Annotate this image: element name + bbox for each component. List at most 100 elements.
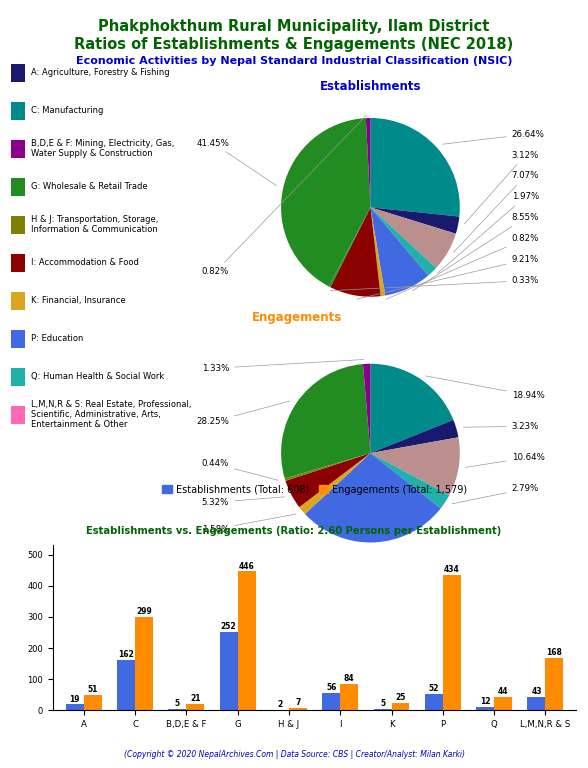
Wedge shape bbox=[281, 118, 370, 286]
Text: P: Education: P: Education bbox=[31, 334, 83, 343]
Wedge shape bbox=[281, 364, 370, 478]
Text: 84: 84 bbox=[344, 674, 355, 684]
Text: 41.45%: 41.45% bbox=[196, 138, 276, 186]
Text: 28.25%: 28.25% bbox=[196, 401, 290, 426]
Bar bbox=[373, 709, 392, 710]
Text: 12: 12 bbox=[480, 697, 490, 706]
Text: A: Agriculture, Forestry & Fishing: A: Agriculture, Forestry & Fishing bbox=[31, 68, 170, 77]
Text: ■  Establishments (Total: 608)    ■  Engagements (Total: 1,579): ■ Establishments (Total: 608) ■ Engageme… bbox=[272, 541, 316, 542]
Text: 1.33%: 1.33% bbox=[202, 359, 364, 372]
Text: 3.12%: 3.12% bbox=[465, 151, 539, 224]
Text: 5.32%: 5.32% bbox=[202, 497, 285, 507]
Text: 252: 252 bbox=[221, 622, 236, 631]
Bar bbox=[238, 571, 256, 710]
Text: I: Accommodation & Food: I: Accommodation & Food bbox=[31, 258, 139, 266]
Text: C: Manufacturing: C: Manufacturing bbox=[31, 106, 103, 114]
Legend: Establishments (Total: 608), Engagements (Total: 1,579): Establishments (Total: 608), Engagements… bbox=[158, 481, 471, 498]
Text: Establishments vs. Engagements (Ratio: 2.60 Persons per Establishment): Establishments vs. Engagements (Ratio: 2… bbox=[86, 526, 502, 536]
Bar bbox=[340, 684, 358, 710]
Bar bbox=[392, 703, 409, 710]
Text: 52: 52 bbox=[429, 684, 439, 694]
Wedge shape bbox=[370, 207, 385, 296]
Wedge shape bbox=[370, 118, 460, 217]
Text: (Copyright © 2020 NepalArchives.Com | Data Source: CBS | Creator/Analyst: Milan : (Copyright © 2020 NepalArchives.Com | Da… bbox=[123, 750, 465, 759]
Text: 8.55%: 8.55% bbox=[412, 214, 539, 291]
Bar bbox=[168, 709, 186, 710]
Wedge shape bbox=[285, 453, 370, 481]
Wedge shape bbox=[370, 364, 453, 453]
Wedge shape bbox=[330, 207, 380, 296]
Wedge shape bbox=[366, 118, 370, 207]
Text: 2: 2 bbox=[278, 700, 283, 709]
Wedge shape bbox=[370, 207, 428, 296]
Text: 0.33%: 0.33% bbox=[330, 276, 539, 290]
Text: Q: Human Health & Social Work: Q: Human Health & Social Work bbox=[31, 372, 165, 381]
Text: 10.64%: 10.64% bbox=[466, 453, 544, 467]
Wedge shape bbox=[370, 207, 436, 276]
Bar bbox=[11, 368, 25, 386]
Wedge shape bbox=[370, 207, 459, 233]
Bar bbox=[546, 658, 563, 710]
Bar bbox=[527, 697, 546, 710]
Bar bbox=[66, 704, 83, 710]
Text: 25: 25 bbox=[395, 693, 406, 702]
Text: 3.23%: 3.23% bbox=[463, 422, 539, 431]
Bar bbox=[11, 292, 25, 310]
Text: H & J: Transportation, Storage,
Information & Communication: H & J: Transportation, Storage, Informat… bbox=[31, 215, 159, 233]
Bar bbox=[220, 632, 238, 710]
Text: Phakphokthum Rural Municipality, Ilam District: Phakphokthum Rural Municipality, Ilam Di… bbox=[98, 19, 490, 35]
Text: Ratios of Establishments & Engagements (NEC 2018): Ratios of Establishments & Engagements (… bbox=[74, 37, 514, 52]
Bar bbox=[476, 707, 494, 710]
Bar bbox=[11, 140, 25, 158]
Bar bbox=[11, 253, 25, 273]
Text: 27.49%: 27.49% bbox=[354, 550, 387, 604]
Text: B,D,E & F: Mining, Electricity, Gas,
Water Supply & Construction: B,D,E & F: Mining, Electricity, Gas, Wat… bbox=[31, 139, 175, 157]
Text: 162: 162 bbox=[118, 650, 134, 659]
Title: Establishments: Establishments bbox=[320, 80, 421, 93]
Text: 1.58%: 1.58% bbox=[202, 514, 296, 534]
Bar bbox=[11, 102, 25, 121]
Text: 299: 299 bbox=[136, 607, 152, 616]
Bar bbox=[135, 617, 153, 710]
Text: 5: 5 bbox=[175, 699, 180, 708]
Text: 7: 7 bbox=[295, 698, 300, 707]
Text: 51: 51 bbox=[88, 684, 98, 694]
Wedge shape bbox=[285, 453, 370, 507]
Wedge shape bbox=[299, 453, 370, 514]
Text: 43: 43 bbox=[531, 687, 542, 696]
Text: 168: 168 bbox=[546, 648, 562, 657]
Text: L,M,N,R & S: Real Estate, Professional,
Scientific, Administrative, Arts,
Entert: L,M,N,R & S: Real Estate, Professional, … bbox=[31, 400, 192, 429]
Text: 9.21%: 9.21% bbox=[357, 255, 539, 300]
Text: 446: 446 bbox=[239, 561, 255, 571]
Text: K: Financial, Insurance: K: Financial, Insurance bbox=[31, 296, 126, 305]
Text: 0.82%: 0.82% bbox=[386, 234, 539, 300]
Bar bbox=[11, 216, 25, 234]
Text: 18.94%: 18.94% bbox=[426, 376, 544, 399]
Text: 0.44%: 0.44% bbox=[202, 459, 278, 480]
Wedge shape bbox=[329, 207, 370, 287]
Wedge shape bbox=[370, 437, 460, 495]
Bar bbox=[494, 697, 512, 710]
Text: Economic Activities by Nepal Standard Industrial Classification (NSIC): Economic Activities by Nepal Standard In… bbox=[76, 56, 512, 66]
Text: Engagements: Engagements bbox=[252, 311, 342, 324]
Wedge shape bbox=[363, 364, 370, 453]
Bar bbox=[322, 693, 340, 710]
Bar bbox=[11, 178, 25, 197]
Bar bbox=[186, 703, 204, 710]
Text: 19: 19 bbox=[69, 694, 80, 703]
Wedge shape bbox=[305, 453, 441, 542]
Text: 2.79%: 2.79% bbox=[452, 485, 539, 504]
Bar bbox=[117, 660, 135, 710]
Text: 434: 434 bbox=[444, 565, 460, 574]
Bar bbox=[11, 406, 25, 425]
Text: 5: 5 bbox=[380, 699, 385, 708]
Wedge shape bbox=[370, 207, 456, 268]
Bar bbox=[83, 694, 102, 710]
Bar bbox=[289, 708, 307, 710]
Bar bbox=[11, 64, 25, 82]
Text: G: Wholesale & Retail Trade: G: Wholesale & Retail Trade bbox=[31, 182, 148, 190]
Text: 44: 44 bbox=[498, 687, 509, 696]
Bar bbox=[443, 575, 461, 710]
Text: 26.64%: 26.64% bbox=[443, 130, 544, 144]
Text: 56: 56 bbox=[326, 683, 336, 692]
